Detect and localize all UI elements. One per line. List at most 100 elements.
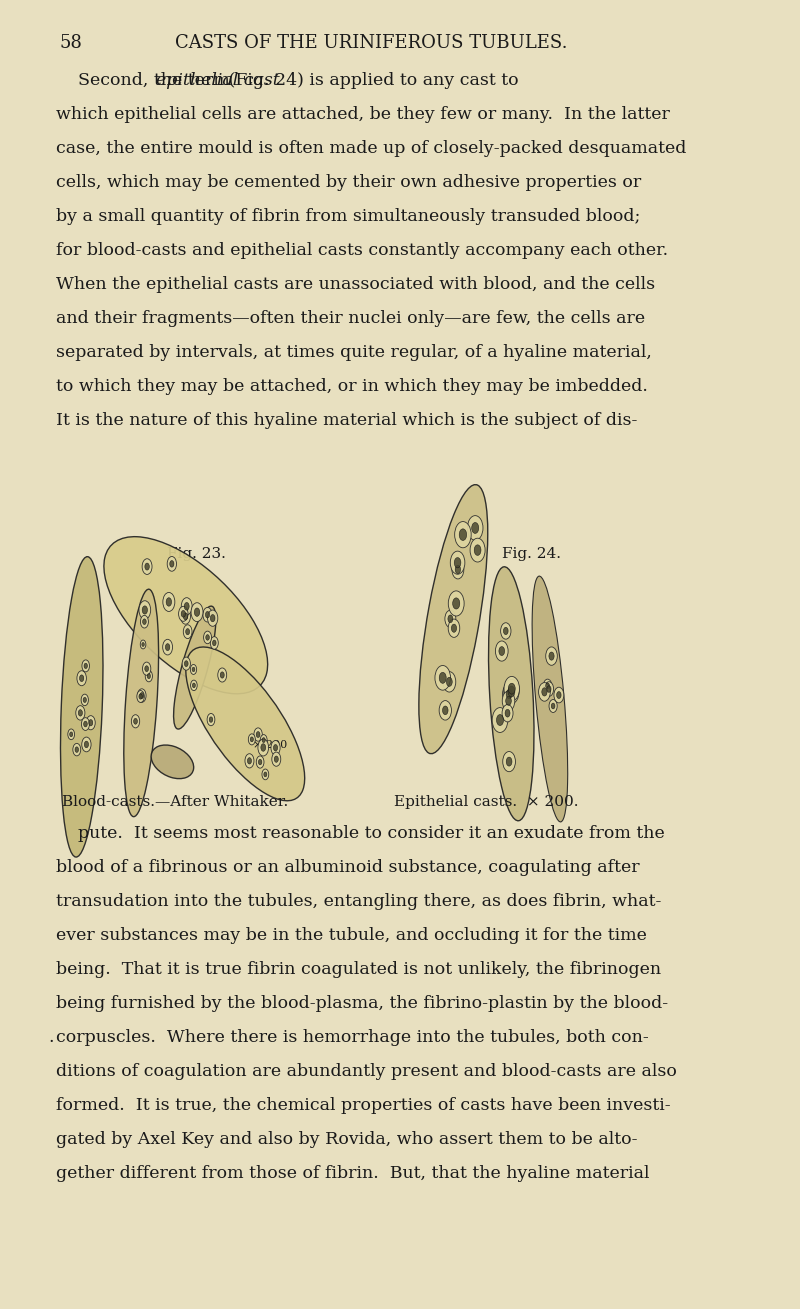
Ellipse shape	[256, 732, 260, 737]
Ellipse shape	[83, 698, 86, 703]
Ellipse shape	[554, 687, 564, 703]
Ellipse shape	[451, 624, 457, 632]
Ellipse shape	[73, 744, 81, 755]
Ellipse shape	[170, 560, 174, 567]
Ellipse shape	[220, 672, 224, 678]
Ellipse shape	[467, 516, 483, 541]
Text: Second, the term: Second, the term	[78, 72, 235, 89]
Text: 58: 58	[59, 34, 82, 52]
Ellipse shape	[271, 741, 280, 755]
Ellipse shape	[489, 567, 534, 821]
Ellipse shape	[470, 538, 485, 562]
Ellipse shape	[142, 662, 151, 675]
Ellipse shape	[194, 607, 200, 617]
Ellipse shape	[453, 598, 460, 609]
Ellipse shape	[146, 670, 153, 682]
Ellipse shape	[419, 484, 488, 754]
Ellipse shape	[139, 694, 142, 699]
Ellipse shape	[262, 768, 269, 780]
Ellipse shape	[454, 521, 471, 547]
Ellipse shape	[76, 706, 85, 720]
Ellipse shape	[84, 664, 87, 669]
Ellipse shape	[502, 751, 515, 772]
Ellipse shape	[218, 668, 226, 682]
Ellipse shape	[495, 641, 508, 661]
Ellipse shape	[439, 700, 451, 720]
Ellipse shape	[191, 602, 203, 622]
Ellipse shape	[506, 690, 512, 699]
Ellipse shape	[448, 615, 453, 623]
Ellipse shape	[544, 682, 554, 696]
Ellipse shape	[138, 689, 146, 703]
Ellipse shape	[104, 537, 268, 694]
Ellipse shape	[182, 657, 190, 670]
Ellipse shape	[442, 706, 448, 715]
Ellipse shape	[207, 610, 218, 626]
Ellipse shape	[142, 643, 144, 647]
Text: It is the nature of this hyaline material which is the subject of dis-: It is the nature of this hyaline materia…	[56, 412, 637, 429]
Ellipse shape	[543, 679, 552, 692]
Ellipse shape	[448, 619, 460, 637]
Ellipse shape	[542, 687, 547, 696]
Ellipse shape	[184, 661, 188, 666]
Ellipse shape	[504, 679, 519, 704]
Ellipse shape	[210, 717, 213, 723]
Text: gated by Axel Key and also by Rovida, who assert them to be alto-: gated by Axel Key and also by Rovida, wh…	[56, 1131, 638, 1148]
Ellipse shape	[435, 665, 450, 690]
Text: ditions of coagulation are abundantly present and blood-casts are also: ditions of coagulation are abundantly pr…	[56, 1063, 677, 1080]
Ellipse shape	[84, 721, 87, 726]
Ellipse shape	[78, 709, 82, 716]
Ellipse shape	[140, 640, 146, 649]
Ellipse shape	[506, 696, 511, 706]
Ellipse shape	[181, 609, 190, 624]
Ellipse shape	[174, 606, 216, 729]
Ellipse shape	[262, 738, 266, 742]
Ellipse shape	[258, 740, 269, 757]
Ellipse shape	[248, 734, 255, 745]
Ellipse shape	[446, 677, 452, 686]
Text: separated by intervals, at times quite regular, of a hyaline material,: separated by intervals, at times quite r…	[56, 344, 652, 361]
Ellipse shape	[439, 673, 446, 683]
Text: ever substances may be in the tubule, and occluding it for the time: ever substances may be in the tubule, an…	[56, 927, 646, 944]
Text: Fig. 24.: Fig. 24.	[502, 547, 561, 562]
Ellipse shape	[182, 598, 192, 615]
Ellipse shape	[445, 610, 456, 627]
Text: Fig. 23.: Fig. 23.	[167, 547, 226, 562]
Ellipse shape	[250, 737, 254, 742]
Ellipse shape	[450, 551, 465, 575]
Ellipse shape	[261, 744, 266, 751]
Ellipse shape	[206, 635, 210, 640]
Ellipse shape	[142, 559, 152, 575]
Ellipse shape	[210, 636, 218, 649]
Ellipse shape	[508, 683, 515, 694]
Text: × 200: × 200	[253, 740, 287, 750]
Ellipse shape	[492, 708, 508, 733]
Text: CASTS OF THE URINIFEROUS TUBULES.: CASTS OF THE URINIFEROUS TUBULES.	[175, 34, 568, 52]
Ellipse shape	[137, 691, 144, 703]
Ellipse shape	[166, 644, 170, 651]
Ellipse shape	[203, 607, 212, 622]
Ellipse shape	[131, 715, 140, 728]
Ellipse shape	[82, 737, 91, 751]
Ellipse shape	[147, 674, 150, 678]
Ellipse shape	[75, 747, 78, 753]
Text: Epithelial casts.  × 200.: Epithelial casts. × 200.	[394, 795, 579, 809]
Ellipse shape	[186, 647, 305, 801]
Ellipse shape	[163, 593, 175, 611]
Text: .: .	[48, 1029, 54, 1046]
Ellipse shape	[206, 611, 210, 618]
Ellipse shape	[549, 652, 554, 660]
Ellipse shape	[501, 623, 511, 639]
Ellipse shape	[502, 691, 514, 711]
Text: cells, which may be cemented by their own adhesive properties or: cells, which may be cemented by their ow…	[56, 174, 641, 191]
Text: gether different from those of fibrin.  But, that the hyaline material: gether different from those of fibrin. B…	[56, 1165, 650, 1182]
Ellipse shape	[139, 601, 150, 619]
Ellipse shape	[264, 772, 267, 776]
Ellipse shape	[134, 719, 138, 724]
Ellipse shape	[272, 753, 281, 766]
Ellipse shape	[81, 694, 88, 706]
Ellipse shape	[551, 703, 555, 709]
Ellipse shape	[142, 606, 147, 614]
Ellipse shape	[192, 668, 195, 672]
Ellipse shape	[183, 624, 192, 639]
